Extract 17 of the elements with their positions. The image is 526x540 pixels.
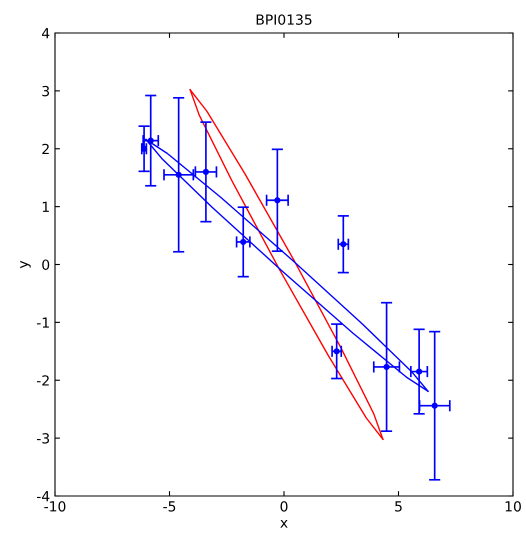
y-tick-label: -1 — [36, 318, 49, 328]
y-tick-label: 1 — [42, 202, 49, 212]
x-tick-label: 5 — [395, 501, 402, 512]
x-tick-label: -10 — [44, 501, 66, 512]
chart-title: BPI0135 — [256, 14, 312, 25]
x-tick-label: -5 — [163, 501, 176, 512]
y-tick-label: -3 — [36, 433, 50, 444]
y-tick-label: -2 — [36, 375, 49, 386]
x-axis-title: x — [280, 520, 288, 528]
y-tick-label: 3 — [42, 86, 50, 96]
x-tick-label: 10 — [506, 501, 521, 512]
y-tick-label: -4 — [36, 491, 50, 502]
y-axis-title: y — [20, 260, 31, 268]
x-tick-label: 0 — [280, 501, 288, 512]
y-tick-label: 2 — [42, 144, 49, 154]
y-tick-label: 4 — [42, 28, 50, 38]
y-tick-label: 0 — [42, 259, 50, 270]
